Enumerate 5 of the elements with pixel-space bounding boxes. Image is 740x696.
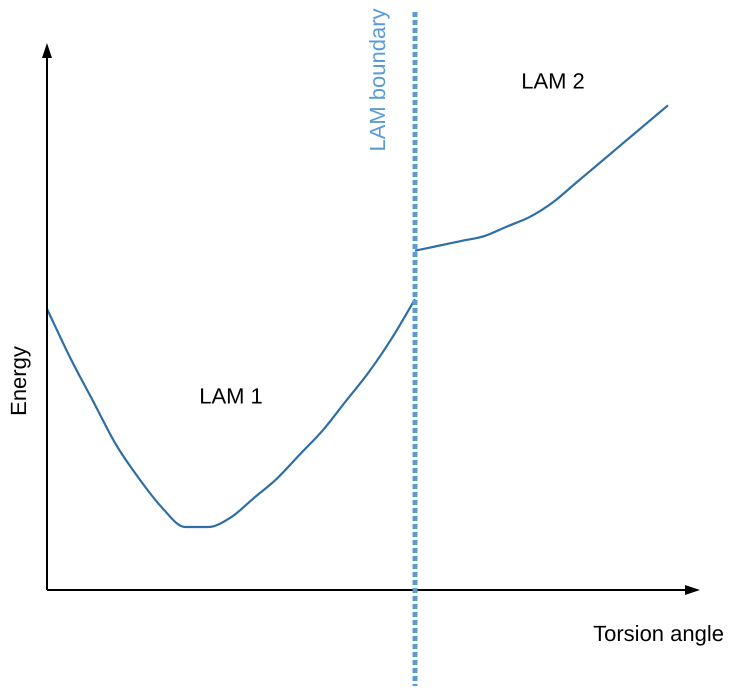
text: LAM 2 xyxy=(521,68,585,94)
text: LAM 1 xyxy=(199,383,263,408)
y-axis-title: Energy xyxy=(6,346,32,416)
x-axis-title: Torsion angle xyxy=(593,621,724,646)
annotation: LAM boundary xyxy=(365,8,390,152)
